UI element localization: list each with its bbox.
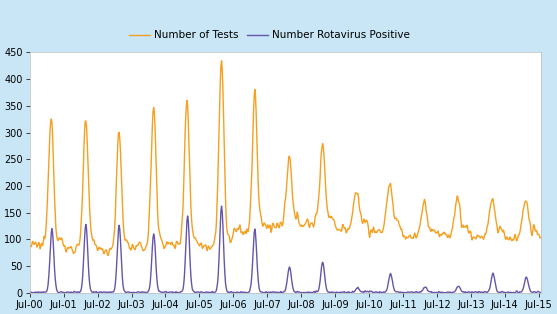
Number Rotavirus Positive xyxy=(193,290,200,294)
Number of Tests xyxy=(466,231,472,235)
Line: Number of Tests: Number of Tests xyxy=(30,61,541,256)
Number of Tests xyxy=(26,244,33,248)
Number Rotavirus Positive xyxy=(233,291,240,295)
Number Rotavirus Positive xyxy=(26,290,33,294)
Number of Tests xyxy=(233,229,240,233)
Number Rotavirus Positive xyxy=(538,291,544,295)
Number of Tests xyxy=(434,230,441,234)
Number Rotavirus Positive xyxy=(51,267,58,270)
Number Rotavirus Positive xyxy=(218,204,225,208)
Number of Tests xyxy=(105,254,111,257)
Number Rotavirus Positive xyxy=(132,291,139,295)
Number Rotavirus Positive xyxy=(434,291,441,295)
Number Rotavirus Positive xyxy=(317,273,324,277)
Number Rotavirus Positive xyxy=(466,290,472,294)
Number of Tests xyxy=(538,236,544,240)
Number of Tests xyxy=(218,59,225,63)
Legend: Number of Tests, Number Rotavirus Positive: Number of Tests, Number Rotavirus Positi… xyxy=(125,26,414,45)
Number of Tests xyxy=(317,160,324,164)
Line: Number Rotavirus Positive: Number Rotavirus Positive xyxy=(30,206,541,293)
Number of Tests xyxy=(193,239,200,243)
Number of Tests xyxy=(51,195,58,199)
